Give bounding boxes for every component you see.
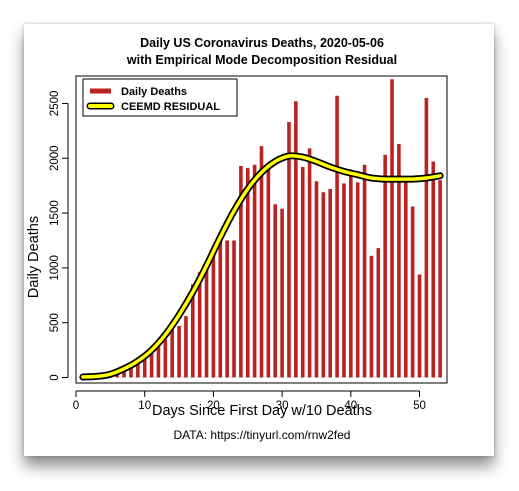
bar xyxy=(266,165,271,378)
y-tick-label: 2000 xyxy=(49,145,61,171)
bar xyxy=(397,143,401,378)
bar xyxy=(431,161,436,378)
y-axis-label: Daily Deaths xyxy=(26,216,42,298)
bar xyxy=(424,97,429,378)
bar xyxy=(307,148,312,378)
x-tick-label: 20 xyxy=(207,400,220,412)
chart-svg: Daily US Coronavirus Deaths, 2020-05-06 … xyxy=(26,36,448,442)
bar xyxy=(197,272,202,378)
residual-curve xyxy=(79,152,444,381)
bar xyxy=(328,188,333,378)
bar xyxy=(177,325,181,378)
bar xyxy=(438,180,442,378)
x-tick-label: 10 xyxy=(138,400,151,412)
x-tick-label: 50 xyxy=(413,400,426,412)
bar xyxy=(232,240,236,378)
bar xyxy=(184,316,188,378)
bar xyxy=(136,359,140,378)
bar xyxy=(129,365,133,378)
x-tick-label: 30 xyxy=(276,400,289,412)
bar xyxy=(211,251,216,378)
bar xyxy=(314,181,319,378)
bar xyxy=(417,274,422,378)
legend-box xyxy=(82,78,238,117)
bar xyxy=(204,262,209,378)
bar xyxy=(149,350,154,378)
y-axis: 0 500 1000 1500 2000 2500 xyxy=(49,91,69,381)
bar-series xyxy=(81,79,442,378)
chart-subtitle: with Empirical Mode Decomposition Residu… xyxy=(126,53,397,67)
y-tick-label: 0 xyxy=(49,374,61,380)
bar xyxy=(321,192,326,378)
bar xyxy=(287,122,291,378)
bar xyxy=(239,165,243,378)
bar xyxy=(225,240,229,378)
bar xyxy=(349,170,353,378)
bar xyxy=(383,154,387,378)
bar xyxy=(390,79,394,378)
x-tick-label: 0 xyxy=(73,400,79,412)
bar xyxy=(156,346,161,378)
bar xyxy=(294,101,298,378)
bar xyxy=(273,204,278,378)
bar xyxy=(122,368,126,378)
chart-title: Daily US Coronavirus Deaths, 2020-05-06 xyxy=(140,36,384,50)
bar xyxy=(218,237,223,378)
y-tick-label: 1000 xyxy=(49,255,61,281)
bar xyxy=(252,164,257,378)
bar xyxy=(259,146,264,378)
y-tick-label: 500 xyxy=(49,313,61,332)
bar xyxy=(245,168,250,378)
legend: Daily Deaths CEEMD RESIDUAL xyxy=(82,78,238,117)
data-source: DATA: https://tinyurl.com/rnw2fed xyxy=(174,428,351,442)
y-tick-label: 2500 xyxy=(49,91,61,117)
bar xyxy=(376,248,381,378)
bar xyxy=(300,167,305,378)
legend-label-ceemd: CEEMD RESIDUAL xyxy=(121,101,220,113)
bar xyxy=(335,95,339,378)
residual-curve-line xyxy=(81,154,442,379)
chart-card: Daily US Coronavirus Deaths, 2020-05-06 … xyxy=(24,24,494,456)
bar xyxy=(142,356,147,378)
bar xyxy=(410,206,415,378)
bar xyxy=(190,284,195,378)
bar xyxy=(369,255,374,378)
bar xyxy=(170,328,174,378)
bar xyxy=(403,180,408,378)
bar xyxy=(163,339,168,378)
bar xyxy=(342,183,346,378)
bar xyxy=(362,164,367,378)
bar xyxy=(280,208,284,378)
x-axis: 0 10 20 30 40 50 xyxy=(73,390,426,412)
legend-label-daily-deaths: Daily Deaths xyxy=(121,86,187,98)
y-tick-label: 1500 xyxy=(49,200,61,226)
bar xyxy=(355,182,360,378)
x-tick-label: 40 xyxy=(344,400,357,412)
x-axis-label: Days Since First Day w/10 Deaths xyxy=(152,403,372,419)
plot-frame xyxy=(75,75,448,384)
